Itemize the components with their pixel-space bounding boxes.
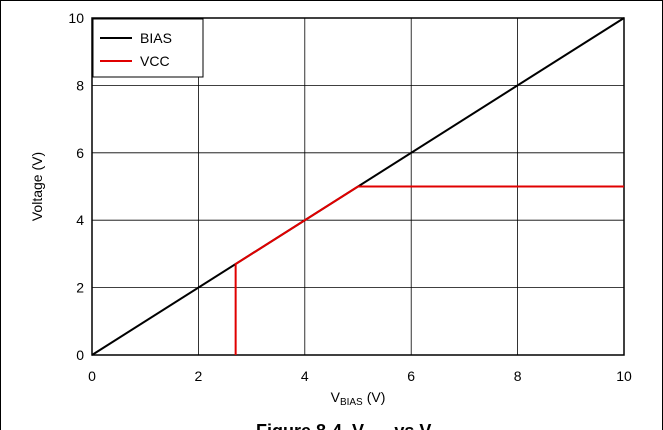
y-tick-label: 4 [76,212,84,228]
x-axis-label-main: V [331,389,341,405]
x-tick-label: 4 [301,368,309,384]
caption: Figure 8-4. VVCCvs VBIAS [256,421,460,430]
legend-box [92,18,204,78]
x-tick-label: 10 [616,368,632,384]
y-tick-label: 8 [76,77,84,93]
x-axis-label-sub: BIAS [340,397,363,408]
y-axis-label: Voltage (V) [29,152,45,221]
x-tick-label: 0 [88,368,96,384]
x-axis-label: VBIAS (V) [331,389,386,408]
caption-part: vs V [394,421,431,430]
legend-label: VCC [140,53,170,69]
x-tick-label: 6 [407,368,415,384]
legend-label: BIAS [140,30,172,46]
series-line [234,185,624,355]
x-tick-label: 2 [195,368,203,384]
y-tick-label: 10 [68,10,84,26]
legend: BIAS VCC [92,18,204,78]
caption-part: Figure 8-4. V [256,421,364,430]
y-tick-label: 2 [76,280,84,296]
x-tick-label: 8 [514,368,522,384]
y-tick-label: 0 [76,347,84,363]
x-axis-label-unit: (V) [367,389,386,405]
y-tick-label: 6 [76,145,84,161]
